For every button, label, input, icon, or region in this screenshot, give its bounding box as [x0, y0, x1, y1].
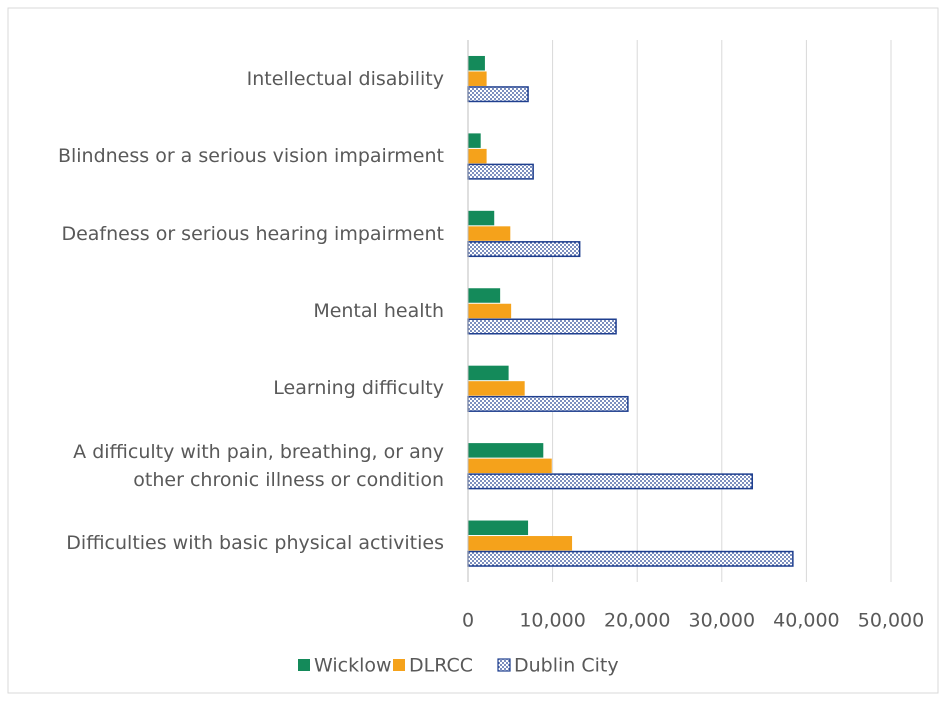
bar	[468, 133, 481, 148]
bar	[468, 148, 487, 164]
category-label: Learning difficulty	[273, 377, 444, 400]
chart-frame	[7, 7, 939, 694]
bar	[467, 86, 529, 103]
bar	[467, 395, 629, 412]
bar	[468, 520, 529, 536]
bar	[468, 536, 573, 551]
x-tick-label: 40,000	[773, 610, 839, 632]
bar	[467, 318, 617, 335]
bar	[468, 443, 544, 458]
bar	[468, 458, 552, 474]
legend-label: Wicklow	[314, 655, 392, 677]
bar	[468, 55, 485, 71]
x-tick-label: 10,000	[519, 610, 585, 632]
category-label: Blindness or a serious vision impairment	[57, 145, 444, 168]
bar	[468, 210, 495, 226]
bar	[467, 163, 534, 180]
legend-label: DLRCC	[409, 655, 473, 677]
x-tick-label: 50,000	[858, 610, 924, 632]
category-label: Intellectual disability	[246, 67, 444, 90]
bar	[467, 550, 794, 567]
x-tick-label: 20,000	[604, 610, 670, 632]
bar	[468, 365, 509, 381]
bar	[468, 71, 487, 86]
category-label: Difficulties with basic physical activit…	[66, 532, 444, 555]
bar	[468, 226, 511, 241]
category-label: Deafness or serious hearing impairment	[61, 222, 444, 245]
x-tick-label: 0	[462, 610, 474, 632]
bar	[468, 381, 525, 396]
legend-swatch	[497, 658, 511, 672]
legend-label: Dublin City	[514, 655, 619, 677]
legend-swatch	[298, 659, 310, 671]
x-tick-label: 30,000	[689, 610, 755, 632]
bar	[467, 241, 581, 258]
bar	[468, 303, 512, 319]
bar	[468, 288, 501, 303]
bar	[467, 473, 754, 490]
category-label: Mental health	[313, 300, 444, 322]
legend-swatch	[393, 659, 405, 671]
category-label: A difficulty with pain, breathing, or an…	[73, 440, 444, 491]
